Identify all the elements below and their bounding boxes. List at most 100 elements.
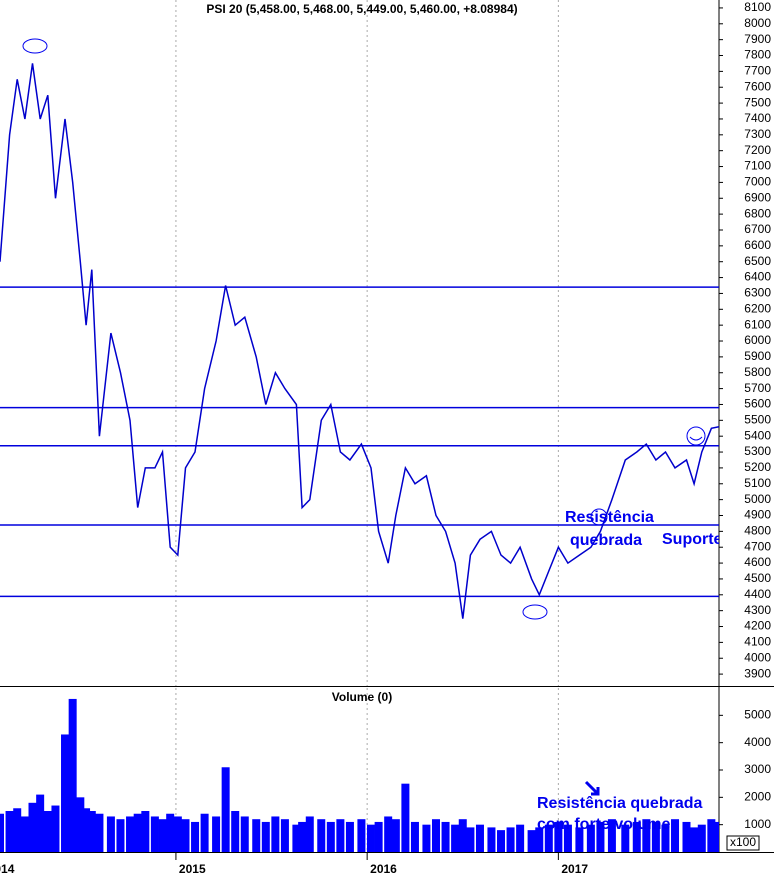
- volume-bar: [271, 816, 280, 852]
- volume-bar: [20, 816, 29, 852]
- y-tick-label: 7900: [744, 32, 771, 46]
- y-tick-label: 5600: [744, 397, 771, 411]
- annotation: Resistência: [565, 509, 654, 526]
- volume-bar: [95, 813, 104, 852]
- volume-bar: [554, 821, 563, 852]
- volume-bar: [166, 813, 175, 852]
- volume-bar: [76, 797, 85, 852]
- volume-bar: [690, 827, 699, 852]
- volume-bar: [36, 794, 45, 852]
- y-tick-label: 4700: [744, 539, 771, 553]
- volume-bar: [141, 811, 150, 852]
- volume-bar: [200, 813, 209, 852]
- y-tick-label: 8000: [744, 16, 771, 30]
- volume-bar: [326, 821, 335, 852]
- volume-bar: [133, 813, 142, 852]
- volume-bar: [487, 827, 496, 852]
- volume-bar: [82, 808, 91, 852]
- bull-icon: [522, 604, 548, 620]
- volume-bar: [61, 734, 70, 852]
- y-tick-label: 4000: [744, 650, 771, 664]
- annotation: com forte volume: [537, 816, 670, 833]
- volume-bar: [292, 824, 301, 852]
- volume-bar: [212, 816, 221, 852]
- x-tick-label: 2014: [0, 862, 15, 876]
- y-tick-label: 7200: [744, 143, 771, 157]
- volume-bar: [544, 824, 553, 852]
- annotation: Suporte: [662, 531, 723, 548]
- y-tick-label: 6600: [744, 238, 771, 252]
- y-tick-label: 4500: [744, 571, 771, 585]
- volume-bar: [575, 827, 584, 852]
- x-tick-label: 2016: [370, 862, 397, 876]
- chart-title: PSI 20 (5,458.00, 5,468.00, 5,449.00, 5,…: [206, 2, 517, 16]
- volume-bar: [51, 805, 60, 852]
- x-tick-label: 2015: [179, 862, 206, 876]
- volume-bar: [317, 819, 326, 852]
- volume-bar: [596, 821, 605, 852]
- volume-bar: [422, 824, 431, 852]
- y-tick-label: 3000: [744, 762, 771, 776]
- volume-bar: [441, 821, 450, 852]
- volume-bar: [410, 821, 419, 852]
- volume-bar: [458, 819, 467, 852]
- y-tick-label: 6900: [744, 190, 771, 204]
- volume-bar: [661, 824, 670, 852]
- volume-bar: [535, 827, 544, 852]
- y-tick-label: 5500: [744, 412, 771, 426]
- volume-bar: [181, 819, 190, 852]
- volume-bar: [642, 819, 651, 852]
- volume-bar: [401, 783, 410, 852]
- volume-bar: [43, 811, 52, 852]
- volume-bar: [87, 811, 96, 852]
- x-tick-label: 2017: [561, 862, 588, 876]
- y-tick-label: 6300: [744, 286, 771, 300]
- y-tick-label: 7700: [744, 64, 771, 78]
- bear-icon: [22, 38, 48, 54]
- volume-bar: [527, 830, 536, 852]
- y-tick-label: 5900: [744, 349, 771, 363]
- volume-bar: [621, 824, 630, 852]
- y-tick-label: 4900: [744, 508, 771, 522]
- volume-bar: [231, 811, 240, 852]
- y-tick-label: 7400: [744, 111, 771, 125]
- smiley-icon: [689, 436, 703, 441]
- y-tick-label: 1000: [744, 817, 771, 831]
- volume-bar: [116, 819, 125, 852]
- volume-bar: [466, 827, 475, 852]
- y-tick-label: 7600: [744, 79, 771, 93]
- volume-bar: [0, 813, 4, 852]
- volume-bar: [497, 830, 506, 852]
- volume-bar: [13, 808, 22, 852]
- volume-bar: [252, 819, 261, 852]
- y-tick-label: 4300: [744, 603, 771, 617]
- volume-bar: [150, 816, 159, 852]
- volume-panel: [0, 698, 719, 852]
- annotation: Resistência quebrada: [537, 795, 703, 812]
- volume-bar: [298, 821, 307, 852]
- volume-bar: [280, 819, 289, 852]
- volume-bar: [261, 821, 270, 852]
- y-tick-label: 4600: [744, 555, 771, 569]
- volume-bar: [374, 821, 383, 852]
- y-tick-label: 6800: [744, 206, 771, 220]
- y-tick-label: 7300: [744, 127, 771, 141]
- volume-bar: [336, 819, 345, 852]
- y-unit-label: x100: [730, 835, 756, 849]
- volume-bar: [707, 819, 716, 852]
- annotations: Resistência quebrada Suporte: [22, 38, 723, 620]
- y-tick-label: 4100: [744, 635, 771, 649]
- volume-bar: [126, 816, 135, 852]
- y-tick-label: 5000: [744, 708, 771, 722]
- arrow-icon: [584, 780, 600, 796]
- y-tick-label: 5300: [744, 444, 771, 458]
- volume-bar: [715, 821, 719, 852]
- annotation: quebrada: [570, 532, 642, 549]
- volume-bar: [671, 819, 680, 852]
- smiley-icon: [686, 426, 706, 446]
- volume-bar: [5, 811, 14, 852]
- volume-bar: [357, 819, 366, 852]
- volume-bar: [68, 698, 77, 852]
